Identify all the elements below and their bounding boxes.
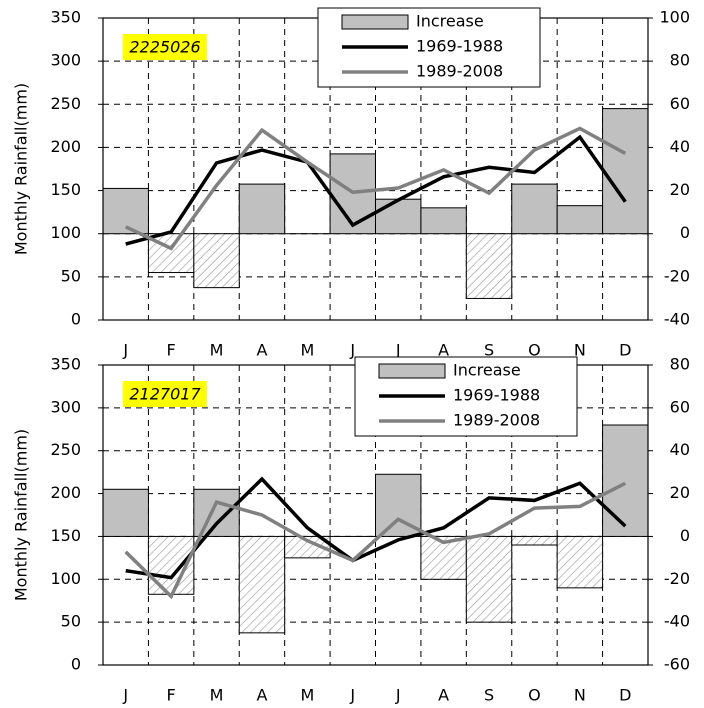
line-series (124, 126, 627, 251)
y2-tick-label: 100 (659, 8, 690, 27)
y2-tick-label: -20 (664, 266, 690, 285)
y-axis-label: Monthly Rainfall(mm) (12, 83, 31, 255)
y2-tick-label: 60 (670, 94, 690, 113)
bar (420, 207, 467, 235)
bar (375, 198, 422, 235)
y2-tick-label: 0 (680, 223, 690, 242)
x-tick-label: M (300, 341, 314, 360)
x-tick-label: M (210, 686, 224, 705)
y2-tick-label: -40 (664, 310, 690, 329)
bar (238, 535, 286, 634)
x-tick-label: O (528, 341, 541, 360)
y-tick-label: 350 (50, 8, 81, 27)
y-tick-label: 50 (61, 612, 81, 631)
y2-tick-label: 40 (670, 440, 690, 459)
bar (102, 187, 149, 235)
y-tick-label: 150 (50, 526, 81, 545)
x-tick-label: M (210, 341, 224, 360)
y-tick-label: 100 (50, 223, 81, 242)
line-series (124, 481, 627, 600)
x-tick-label: F (167, 341, 176, 360)
y2-tick-label: 80 (670, 355, 690, 374)
x-tick-label: S (484, 686, 494, 705)
y-tick-label: 50 (61, 266, 81, 285)
bar (284, 535, 331, 559)
bar (602, 424, 649, 537)
y-tick-label: 350 (50, 355, 81, 374)
y-tick-label: 0 (71, 655, 81, 674)
y2-tick-label: 0 (680, 526, 690, 545)
bar (465, 535, 513, 623)
legend-swatch (341, 14, 409, 30)
y2-tick-label: 20 (670, 483, 690, 502)
bar (329, 153, 377, 235)
bar (511, 535, 558, 546)
bar (193, 233, 240, 289)
line-series (125, 134, 627, 246)
y-tick-label: 300 (50, 51, 81, 70)
y-axis-label: Monthly Rainfall(mm) (12, 429, 31, 601)
x-tick-label: J (122, 686, 128, 705)
x-tick-label: A (438, 341, 449, 360)
y2-tick-label: 60 (670, 397, 690, 416)
y-tick-label: 100 (50, 569, 81, 588)
legend-label: 1989-2008 (453, 411, 540, 430)
bar (238, 183, 286, 235)
bar (556, 535, 604, 589)
x-tick-label: A (256, 686, 267, 705)
bar (102, 488, 149, 537)
x-tick-label: J (349, 686, 355, 705)
line-series (125, 476, 627, 580)
x-tick-label: J (395, 341, 401, 360)
x-tick-label: D (619, 686, 631, 705)
bar (465, 233, 513, 299)
y2-tick-label: 80 (670, 51, 690, 70)
x-tick-label: A (256, 341, 267, 360)
legend-label: 1969-1988 (416, 37, 503, 56)
bar (602, 108, 649, 235)
y2-tick-label: -20 (664, 569, 690, 588)
x-tick-label: N (574, 686, 586, 705)
y2-tick-label: -60 (664, 655, 690, 674)
y-tick-label: 200 (50, 137, 81, 156)
y-tick-label: 250 (50, 94, 81, 113)
annotation-text: 2225026 (129, 38, 200, 57)
y2-tick-label: 20 (670, 180, 690, 199)
y-tick-label: 200 (50, 483, 81, 502)
y-tick-label: 150 (50, 180, 81, 199)
legend-label: 1989-2008 (416, 62, 503, 81)
x-tick-label: J (349, 341, 355, 360)
x-tick-label: J (395, 686, 401, 705)
x-tick-label: F (167, 686, 176, 705)
y2-tick-label: 40 (670, 137, 690, 156)
bar (193, 488, 240, 537)
bar (511, 183, 558, 235)
x-tick-label: A (438, 686, 449, 705)
annotation: 2127017 (123, 381, 207, 407)
legend-swatch (378, 363, 446, 379)
x-tick-label: O (528, 686, 541, 705)
annotation-box (123, 34, 207, 60)
x-tick-label: S (484, 341, 494, 360)
annotation: 2225026 (123, 34, 207, 60)
annotation-text: 2127017 (129, 385, 201, 404)
y-tick-label: 300 (50, 397, 81, 416)
y-tick-label: 250 (50, 440, 81, 459)
annotation-box (123, 381, 207, 407)
y-tick-label: 0 (71, 310, 81, 329)
y2-tick-label: -40 (664, 612, 690, 631)
legend-label: 1969-1988 (453, 386, 540, 405)
x-tick-label: J (122, 341, 128, 360)
legend-label: Increase (453, 361, 521, 380)
legend-label: Increase (416, 12, 484, 31)
x-tick-label: M (300, 686, 314, 705)
bar (556, 205, 604, 235)
x-tick-label: D (619, 341, 631, 360)
x-tick-label: N (574, 341, 586, 360)
